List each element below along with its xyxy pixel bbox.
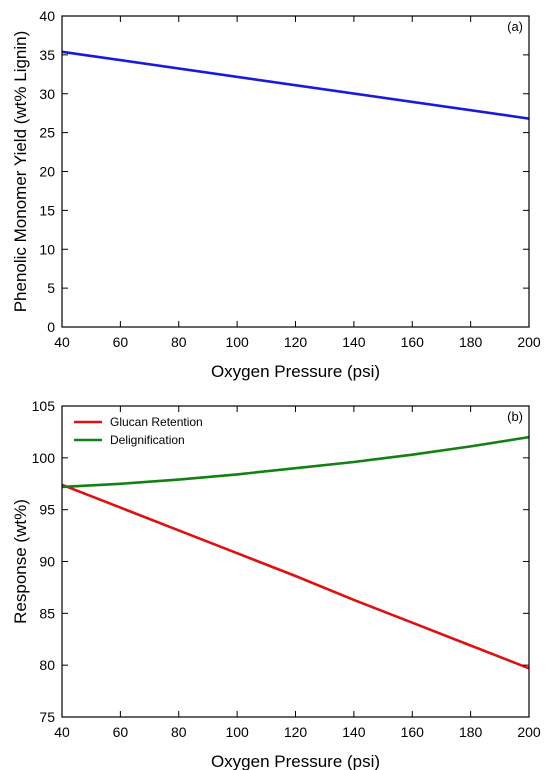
y-tick-label: 0 [47,319,55,335]
y-tick-label: 40 [39,8,55,24]
y-axis-title: Response (wt%) [11,499,30,624]
x-tick-label: 40 [54,724,70,740]
panel-a-phenolic-monomer-yield: 40 60 80 100 120 140 160 180 200 0 5 10 15 20 25 30 35 40… [11,8,541,381]
y-tick-label: 35 [39,47,55,63]
series-line-delignification [61,435,530,489]
panel-label: (a) [507,19,523,34]
plot-frame [61,405,530,718]
x-tick-label: 200 [517,724,541,740]
x-tick-label: 160 [401,724,425,740]
legend: Glucan Retention Delignification [74,415,203,447]
x-tick-label: 60 [113,724,129,740]
x-tick-label: 120 [284,724,308,740]
y-tick-label: 5 [47,280,55,296]
y-tick-label: 90 [39,554,55,570]
panel-b-response: 40 60 80 100 120 140 160 180 200 75 80 85 90 95 100 105… [11,398,541,770]
x-tick-label: 180 [459,724,483,740]
x-tick-label: 200 [517,334,541,350]
x-tick-label: 100 [225,724,249,740]
x-tick-label: 140 [342,334,366,350]
x-tick-label: 180 [459,334,483,350]
series-line-0 [61,50,530,120]
x-axis-title: Oxygen Pressure (psi) [211,752,380,770]
y-axis-title: Phenolic Monomer Yield (wt% Lignin) [11,31,30,313]
y-tick-label: 10 [39,241,55,257]
x-axis-title: Oxygen Pressure (psi) [211,362,380,381]
y-tick-label: 105 [32,398,56,414]
y-tick-label: 75 [39,709,55,725]
legend-label: Glucan Retention [110,415,203,429]
x-tick-label: 80 [171,334,187,350]
x-tick-label: 140 [342,724,366,740]
x-tick-label: 100 [225,334,249,350]
panel-label: (b) [507,409,523,424]
x-tick-label: 80 [171,724,187,740]
x-tick-label: 160 [401,334,425,350]
y-tick-label: 95 [39,502,55,518]
y-tick-label: 30 [39,86,55,102]
y-tick-label: 20 [39,164,55,180]
y-tick-label: 15 [39,202,55,218]
legend-label: Delignification [110,433,185,447]
x-tick-label: 120 [284,334,308,350]
y-tick-label: 25 [39,125,55,141]
x-tick-label: 60 [113,334,129,350]
x-tick-label: 40 [54,334,70,350]
series-line-glucan-retention [61,483,530,670]
y-tick-label: 85 [39,605,55,621]
y-tick-label: 80 [39,657,55,673]
y-tick-label: 100 [32,450,56,466]
